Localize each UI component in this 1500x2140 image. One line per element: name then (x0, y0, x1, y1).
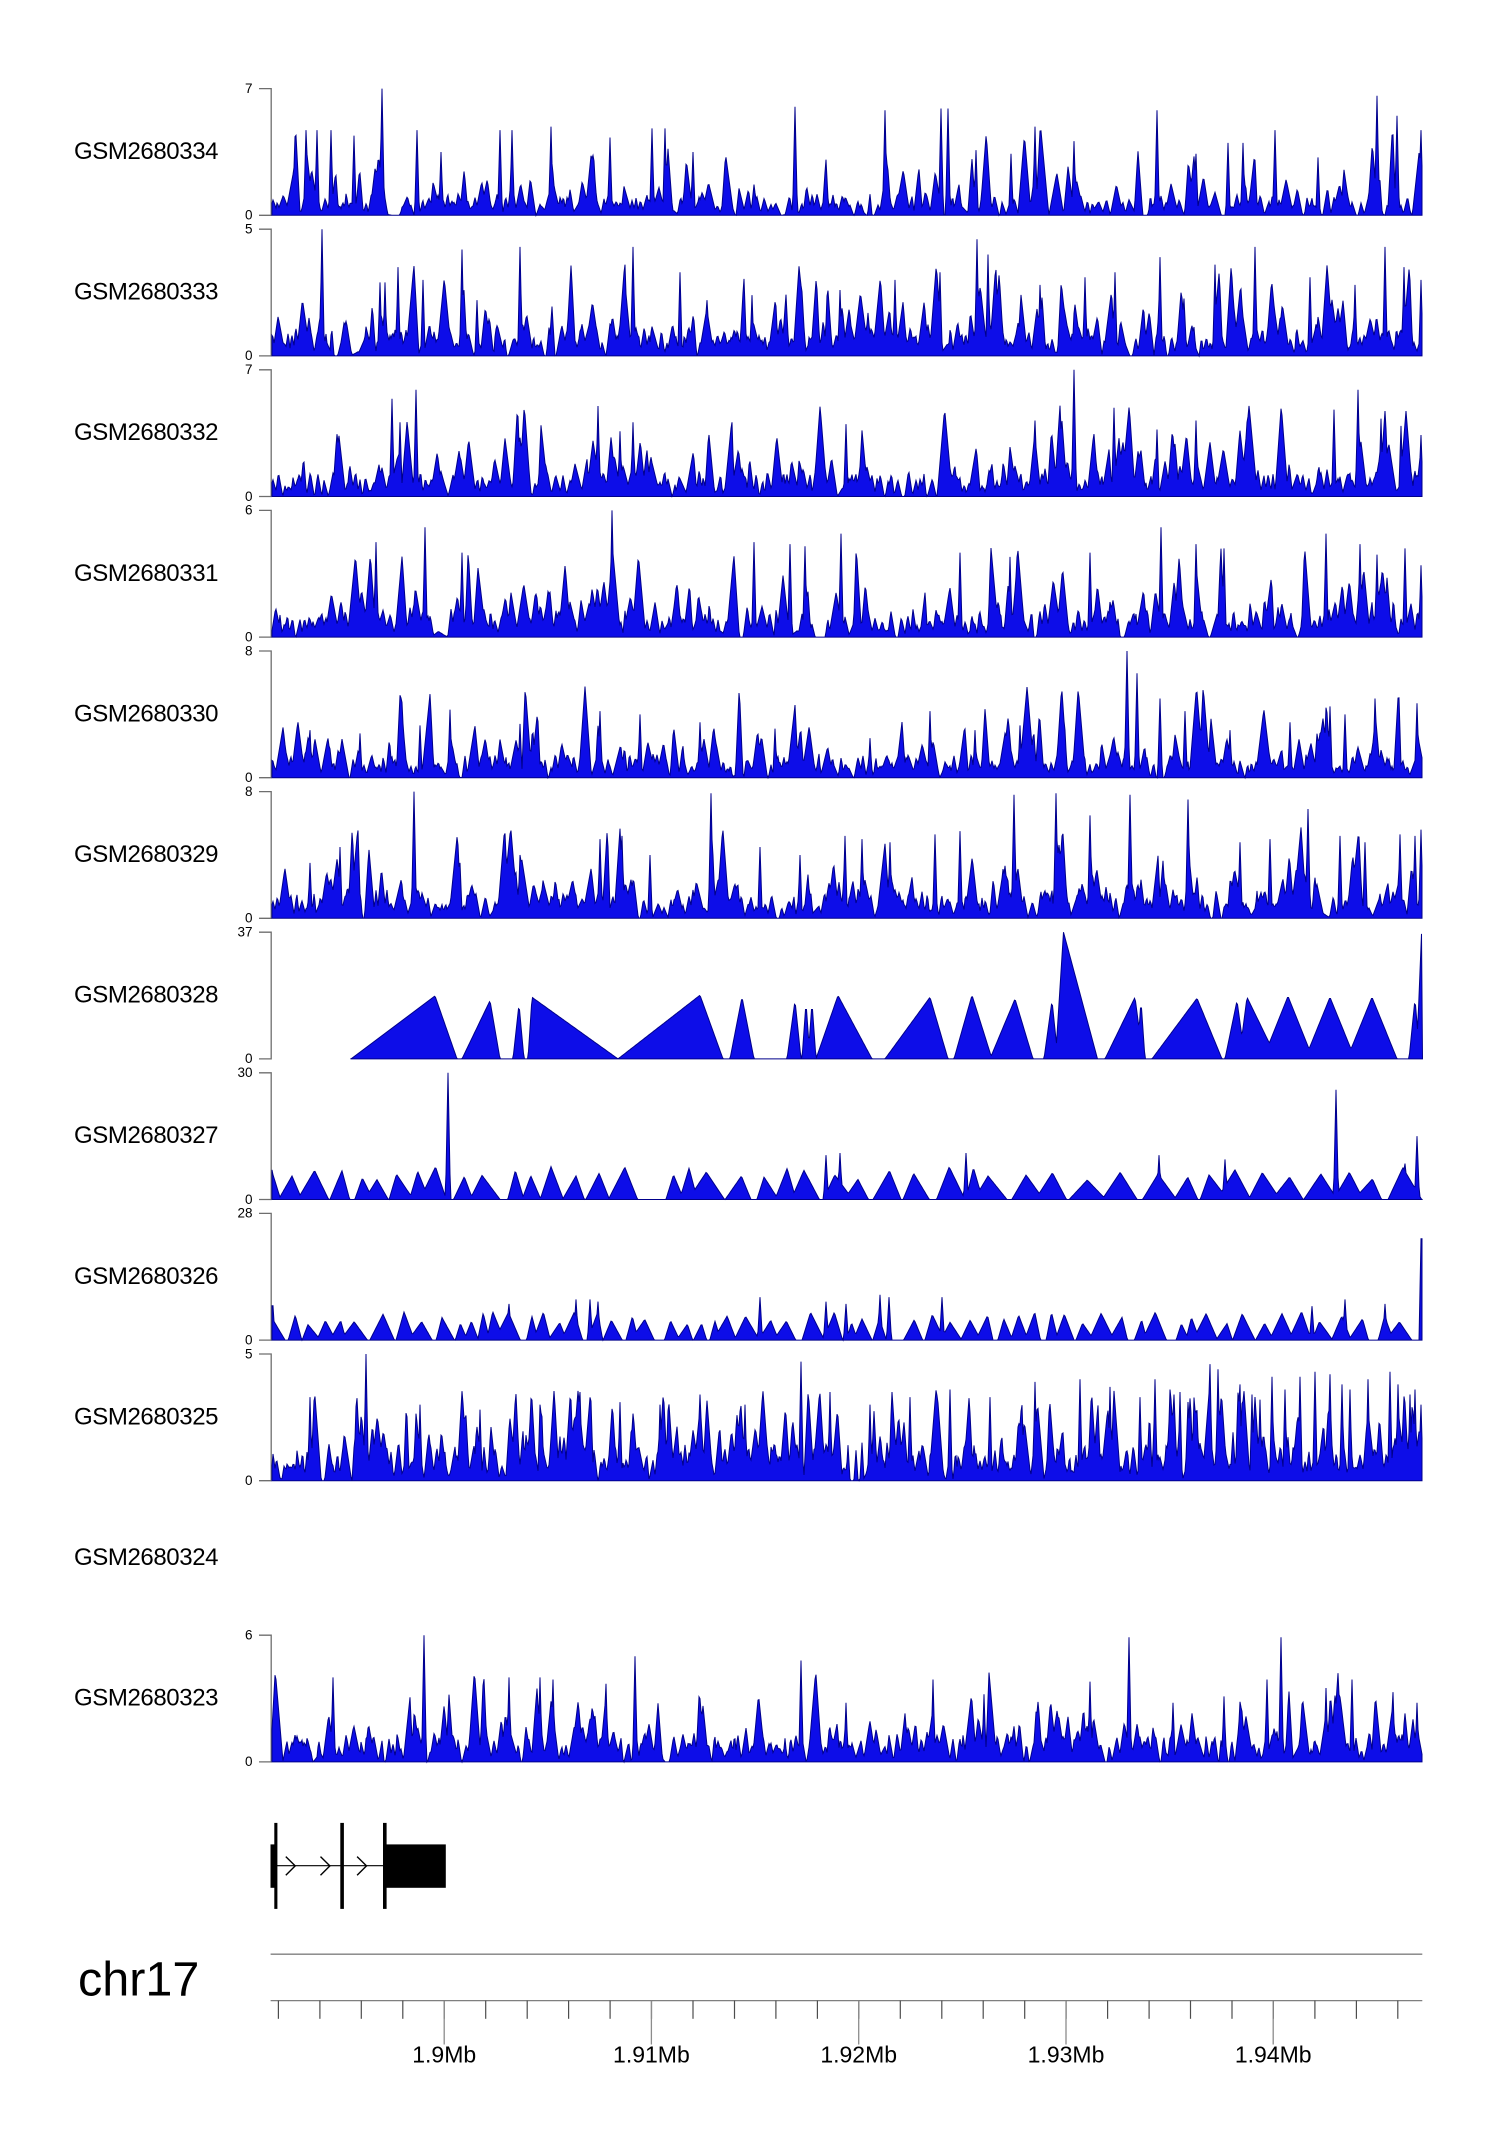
svg-text:0: 0 (245, 348, 253, 363)
svg-text:GSM2680331: GSM2680331 (74, 560, 218, 587)
svg-text:GSM2680324: GSM2680324 (74, 1544, 218, 1571)
svg-text:GSM2680329: GSM2680329 (74, 841, 218, 868)
svg-text:7: 7 (245, 362, 253, 377)
svg-text:0: 0 (245, 1754, 253, 1769)
svg-text:0: 0 (245, 1332, 253, 1347)
svg-text:GSM2680323: GSM2680323 (74, 1685, 218, 1712)
svg-text:1.9Mb: 1.9Mb (412, 2042, 476, 2068)
svg-text:8: 8 (245, 643, 253, 658)
svg-text:GSM2680327: GSM2680327 (74, 1122, 218, 1149)
svg-text:5: 5 (245, 1346, 253, 1361)
svg-text:GSM2680333: GSM2680333 (74, 279, 218, 306)
svg-text:GSM2680332: GSM2680332 (74, 419, 218, 446)
svg-text:GSM2680330: GSM2680330 (74, 700, 218, 727)
svg-text:37: 37 (237, 925, 252, 940)
svg-text:1.91Mb: 1.91Mb (613, 2042, 690, 2068)
svg-text:1.92Mb: 1.92Mb (820, 2042, 897, 2068)
svg-text:28: 28 (237, 1206, 252, 1221)
svg-text:7: 7 (245, 81, 253, 96)
svg-text:0: 0 (245, 1473, 253, 1488)
svg-text:0: 0 (245, 770, 253, 785)
svg-text:0: 0 (245, 489, 253, 504)
svg-text:8: 8 (245, 784, 253, 799)
svg-text:GSM2680328: GSM2680328 (74, 982, 218, 1009)
svg-text:6: 6 (245, 1628, 253, 1643)
svg-text:0: 0 (245, 629, 253, 644)
svg-text:0: 0 (245, 208, 253, 223)
svg-text:30: 30 (237, 1065, 252, 1080)
svg-text:0: 0 (245, 911, 253, 926)
svg-text:0: 0 (245, 1051, 253, 1066)
svg-text:chr17: chr17 (78, 1953, 199, 2007)
svg-text:GSM2680334: GSM2680334 (74, 138, 218, 165)
svg-text:1.94Mb: 1.94Mb (1235, 2042, 1312, 2068)
svg-text:GSM2680325: GSM2680325 (74, 1403, 218, 1430)
svg-text:1.93Mb: 1.93Mb (1028, 2042, 1105, 2068)
svg-text:0: 0 (245, 1192, 253, 1207)
svg-text:6: 6 (245, 503, 253, 518)
svg-text:5: 5 (245, 222, 253, 237)
svg-text:GSM2680326: GSM2680326 (74, 1263, 218, 1290)
